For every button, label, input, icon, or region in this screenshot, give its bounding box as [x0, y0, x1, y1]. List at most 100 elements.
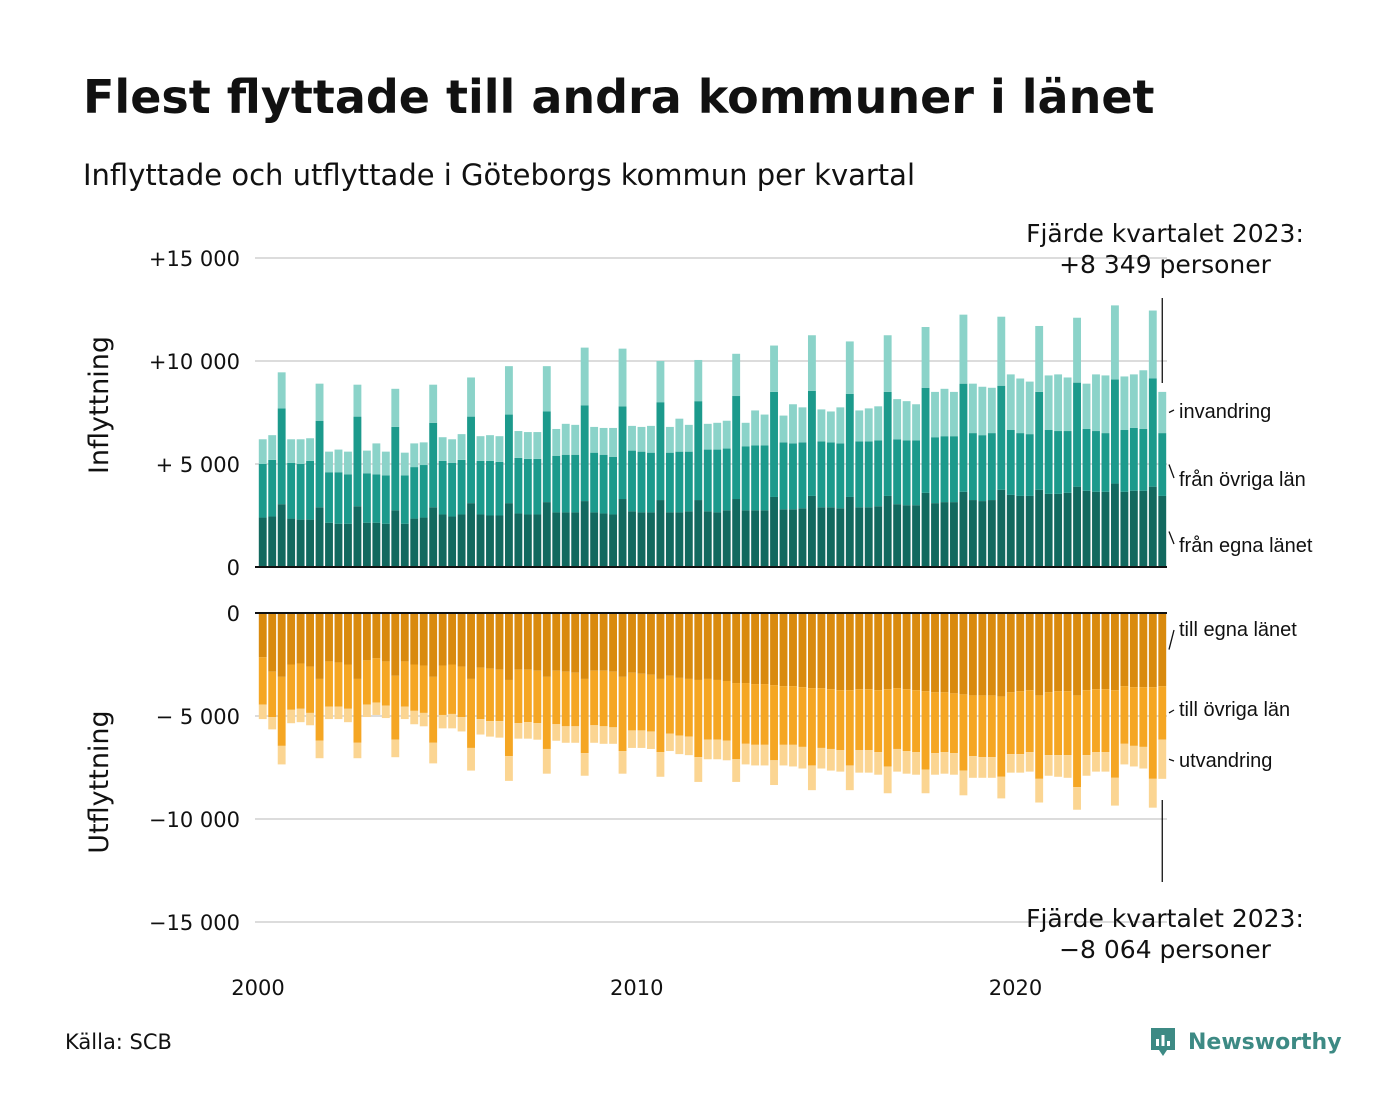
bar-outflow-utvandring	[1148, 778, 1157, 808]
bar-outflow-ovriga	[344, 664, 352, 709]
bar-outflow-utvandring	[476, 719, 485, 735]
bar-inflow-invandring	[770, 345, 778, 392]
bar-inflow-ovriga	[504, 414, 513, 504]
bar-outflow-ovriga	[1025, 690, 1034, 753]
bar-outflow-ovriga	[1082, 690, 1091, 756]
bar-outflow-utvandring	[978, 757, 987, 778]
bar-outflow-ovriga	[325, 661, 333, 707]
bar-inflow-egna	[1006, 494, 1015, 567]
bar-outflow-ovriga	[675, 677, 684, 736]
bar-inflow-ovriga	[514, 457, 523, 514]
bar-inflow-egna	[1035, 489, 1044, 567]
callout-bottom-line2: −8 064 personer	[1059, 935, 1272, 964]
segment-label: från egna länet	[1179, 535, 1313, 557]
bar-inflow-ovriga	[968, 433, 977, 501]
bar-outflow-ovriga	[504, 679, 513, 757]
bar-inflow-egna	[542, 502, 551, 567]
bar-inflow-ovriga	[845, 393, 854, 497]
bar-inflow-invandring	[826, 411, 835, 443]
bar-inflow-invandring	[1006, 374, 1015, 431]
bar-outflow-egna	[381, 613, 390, 662]
bar-outflow-ovriga	[732, 683, 741, 760]
bar-outflow-egna	[467, 613, 475, 679]
bar-inflow-ovriga	[931, 437, 939, 504]
segment-label: invandring	[1179, 401, 1271, 423]
bar-outflow-utvandring	[751, 744, 760, 766]
bar-inflow-egna	[855, 507, 864, 567]
bar-inflow-ovriga	[751, 445, 760, 511]
bar-outflow-egna	[798, 613, 807, 688]
bar-outflow-egna	[978, 613, 987, 696]
bar-inflow-egna	[978, 501, 987, 567]
bar-inflow-invandring	[968, 383, 977, 434]
segment-label: från övriga län	[1179, 469, 1306, 491]
bar-outflow-ovriga	[656, 678, 665, 753]
bar-outflow-utvandring	[855, 749, 864, 773]
bar-outflow-utvandring	[770, 760, 778, 786]
bar-outflow-utvandring	[703, 739, 712, 760]
bar-inflow-ovriga	[296, 464, 305, 520]
bar-inflow-egna	[476, 514, 485, 567]
bar-inflow-ovriga	[779, 442, 788, 510]
bar-inflow-ovriga	[665, 452, 674, 513]
bar-inflow-invandring	[1092, 374, 1100, 432]
bar-outflow-egna	[334, 613, 343, 663]
bar-outflow-ovriga	[1016, 691, 1025, 755]
bar-outflow-utvandring	[277, 745, 286, 765]
y-tick-label: +10 000	[149, 350, 240, 374]
bar-inflow-ovriga	[817, 441, 826, 508]
bar-outflow-egna	[987, 613, 996, 696]
bar-inflow-egna	[1120, 491, 1129, 567]
bar-inflow-egna	[940, 502, 949, 567]
bar-outflow-egna	[609, 613, 618, 672]
bar-outflow-ovriga	[362, 660, 371, 705]
bar-inflow-egna	[893, 504, 902, 567]
bar-inflow-ovriga	[429, 422, 438, 508]
bar-outflow-egna	[391, 613, 400, 676]
bar-outflow-ovriga	[703, 678, 712, 740]
bar-inflow-invandring	[381, 451, 390, 476]
bar-inflow-ovriga	[486, 460, 494, 516]
bar-inflow-egna	[789, 509, 797, 567]
bar-inflow-invandring	[504, 366, 513, 415]
bar-outflow-utvandring	[1073, 787, 1081, 810]
bar-outflow-ovriga	[533, 670, 542, 724]
bar-inflow-invandring	[665, 426, 674, 453]
bar-outflow-egna	[703, 613, 712, 679]
bar-inflow-ovriga	[1092, 431, 1100, 492]
bar-outflow-ovriga	[912, 690, 921, 753]
bar-inflow-egna	[268, 516, 277, 567]
bar-outflow-egna	[410, 613, 419, 665]
bar-outflow-egna	[1101, 613, 1110, 690]
chart-subtitle: Inflyttade och utflyttade i Göteborgs ko…	[83, 158, 916, 192]
bar-outflow-utvandring	[940, 752, 949, 774]
bar-inflow-egna	[419, 517, 428, 567]
bar-outflow-utvandring	[381, 705, 390, 719]
bar-inflow-ovriga	[287, 462, 296, 519]
bar-outflow-egna	[675, 613, 684, 678]
bar-outflow-utvandring	[798, 746, 807, 769]
bar-outflow-utvandring	[1006, 754, 1015, 773]
bar-inflow-egna	[372, 522, 381, 567]
bar-outflow-egna	[807, 613, 816, 689]
bar-outflow-egna	[912, 613, 921, 691]
bar-inflow-invandring	[741, 422, 750, 447]
bar-outflow-egna	[542, 613, 551, 677]
bar-outflow-egna	[741, 613, 750, 684]
bar-inflow-ovriga	[1148, 378, 1157, 487]
bar-outflow-ovriga	[779, 686, 788, 745]
bar-inflow-egna	[760, 510, 769, 567]
bar-outflow-egna	[722, 613, 731, 681]
bar-inflow-egna	[1073, 486, 1081, 567]
bar-inflow-ovriga	[836, 443, 845, 509]
x-tick-label: 2010	[610, 976, 663, 1000]
bar-inflow-invandring	[987, 387, 996, 434]
bar-inflow-invandring	[599, 427, 608, 455]
bar-outflow-ovriga	[760, 684, 769, 745]
bar-inflow-invandring	[476, 436, 485, 461]
brand-logo[interactable]: Newsworthy	[1148, 1025, 1342, 1059]
bar-outflow-egna	[1139, 613, 1148, 688]
bar-outflow-utvandring	[684, 736, 693, 756]
bar-inflow-invandring	[817, 409, 826, 442]
bar-inflow-egna	[997, 489, 1006, 567]
